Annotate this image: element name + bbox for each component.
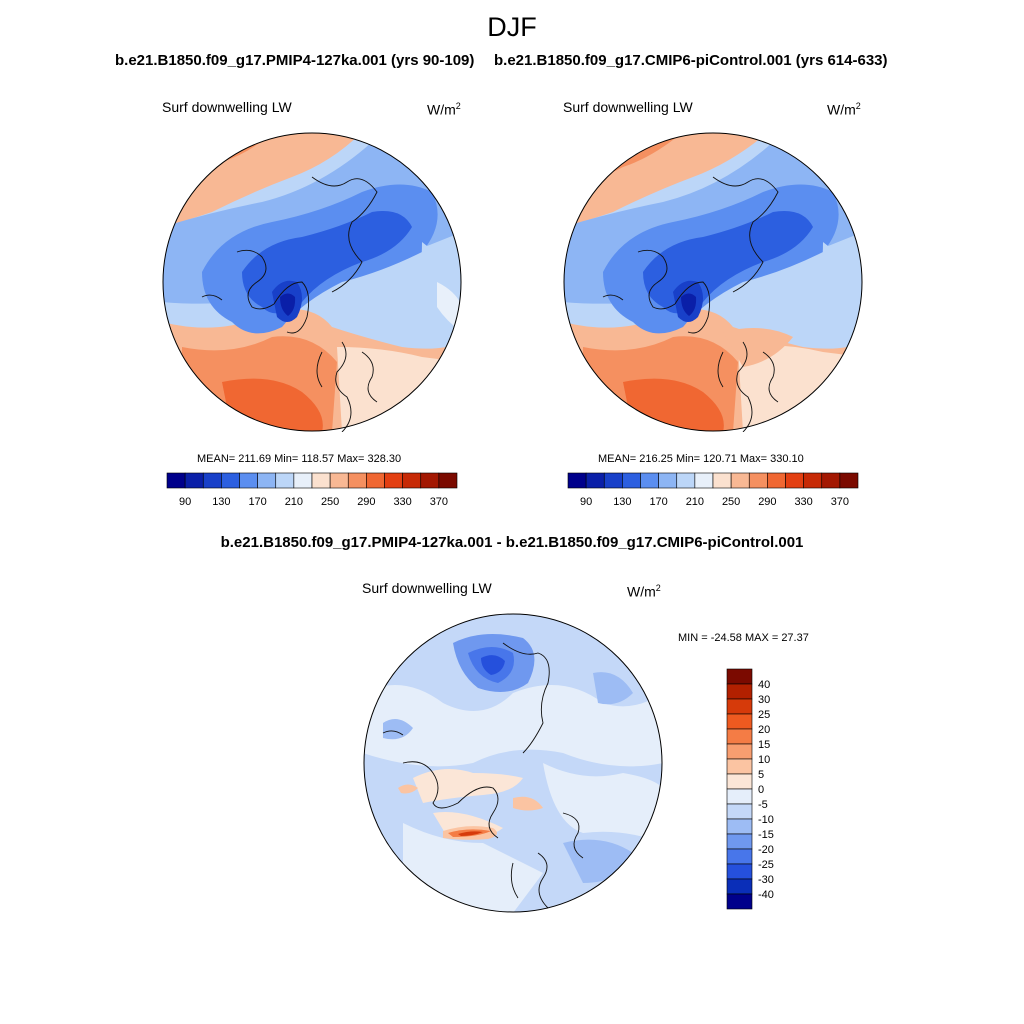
panel-3-difference-map — [363, 613, 663, 913]
colorbar-swatch — [726, 788, 753, 805]
colorbar-tick-label: 30 — [758, 694, 770, 706]
colorbar-tick-label: 15 — [758, 739, 770, 751]
colorbar-tick-label: 40 — [758, 679, 770, 691]
colorbar-tick-label: 290 — [357, 496, 375, 508]
colorbar-swatch — [726, 698, 753, 715]
colorbar-swatch — [839, 472, 859, 489]
panel-2-variable-label: Surf downwelling LW — [563, 99, 693, 115]
colorbar-swatch — [384, 472, 403, 489]
panel-3-units: W/m2 — [627, 583, 661, 600]
colorbar-swatch — [803, 472, 823, 489]
panel-2-case-title: b.e21.B1850.f09_g17.CMIP6-piControl.001 … — [494, 52, 888, 69]
colorbar-swatch — [585, 472, 605, 489]
colorbar-swatch — [366, 472, 385, 489]
colorbar-swatch — [567, 472, 587, 489]
panel-2-polar-map — [563, 132, 863, 432]
figure-title: DJF — [487, 12, 537, 42]
colorbar-swatch — [726, 848, 753, 865]
colorbar-swatch — [658, 472, 678, 489]
panel-3-variable-label: Surf downwelling LW — [362, 580, 492, 596]
colorbar-swatch — [622, 472, 641, 489]
colorbar-swatch — [202, 472, 222, 489]
colorbar-swatch — [726, 833, 753, 850]
panel-1-case-title: b.e21.B1850.f09_g17.PMIP4-127ka.001 (yrs… — [115, 52, 475, 69]
colorbar-swatch — [676, 472, 696, 489]
colorbar-swatch — [239, 472, 258, 489]
difference-title: b.e21.B1850.f09_g17.PMIP4-127ka.001 - b.… — [220, 534, 804, 551]
colorbar-swatch — [726, 728, 753, 745]
colorbar-tick-label: -10 — [758, 814, 774, 826]
colorbar-swatch — [767, 472, 786, 489]
colorbar-tick-label: 10 — [758, 754, 770, 766]
colorbar-tick-label: 130 — [212, 496, 230, 508]
colorbar-swatch — [347, 472, 367, 489]
colorbar-tick-label: 250 — [722, 496, 740, 508]
colorbar-tick-label: -30 — [758, 874, 774, 886]
colorbar-swatch — [726, 743, 753, 760]
colorbar-tick-label: 370 — [831, 496, 849, 508]
colorbar-swatch — [694, 472, 714, 489]
colorbar-swatch — [726, 773, 753, 790]
panel-1-colorbar: 90 130 170 210 250 290 330 370 — [166, 472, 458, 508]
colorbar-swatch — [311, 472, 331, 489]
colorbar-swatch — [726, 713, 753, 730]
colorbar-swatch — [184, 472, 204, 489]
panel-1-polar-map — [162, 132, 462, 432]
colorbar-swatch — [726, 758, 753, 775]
colorbar-swatch — [726, 863, 753, 880]
colorbar-tick-label: 290 — [758, 496, 776, 508]
colorbar-swatch — [726, 893, 753, 910]
colorbar-tick-label: -20 — [758, 844, 774, 856]
panel-2-stats: MEAN= 216.25 Min= 120.71 Max= 330.10 — [598, 453, 804, 465]
panel-1-stats: MEAN= 211.69 Min= 118.57 Max= 328.30 — [197, 453, 402, 465]
colorbar-tick-label: 90 — [179, 496, 191, 508]
colorbar-tick-label: 170 — [649, 496, 667, 508]
colorbar-swatch — [420, 472, 440, 489]
colorbar-swatch — [640, 472, 659, 489]
colorbar-tick-label: 0 — [758, 784, 764, 796]
colorbar-swatch — [785, 472, 804, 489]
colorbar-swatch — [221, 472, 240, 489]
colorbar-swatch — [726, 803, 753, 820]
colorbar-swatch — [726, 818, 753, 835]
difference-colorbar: 40 30 25 20 15 10 5 0 -5 -10 -15 -20 -25 -30 -40 — [726, 668, 774, 910]
colorbar-swatch — [712, 472, 732, 489]
colorbar-tick-label: 210 — [285, 496, 303, 508]
colorbar-swatch — [748, 472, 768, 489]
panel-3-stats: MIN = -24.58 MAX = 27.37 — [678, 632, 809, 644]
colorbar-tick-label: 370 — [430, 496, 448, 508]
colorbar-swatch — [438, 472, 458, 489]
colorbar-swatch — [726, 878, 753, 895]
colorbar-tick-label: 25 — [758, 709, 770, 721]
colorbar-tick-label: -25 — [758, 859, 774, 871]
panel-2-units: W/m2 — [827, 101, 861, 118]
panel-1-units: W/m2 — [427, 101, 461, 118]
colorbar-swatch — [257, 472, 277, 489]
colorbar-swatch — [726, 683, 753, 700]
colorbar-swatch — [821, 472, 841, 489]
colorbar-tick-label: 130 — [613, 496, 631, 508]
colorbar-swatch — [726, 668, 753, 685]
colorbar-swatch — [293, 472, 313, 489]
colorbar-tick-label: 250 — [321, 496, 339, 508]
colorbar-tick-label: 330 — [393, 496, 411, 508]
colorbar-tick-label: 20 — [758, 724, 770, 736]
colorbar-tick-label: 170 — [248, 496, 266, 508]
colorbar-swatch — [166, 472, 186, 489]
colorbar-swatch — [275, 472, 295, 489]
colorbar-tick-label: -5 — [758, 799, 768, 811]
panel-2-colorbar: 90 130 170 210 250 290 330 370 — [567, 472, 859, 508]
colorbar-tick-label: -40 — [758, 889, 774, 901]
colorbar-tick-label: 210 — [686, 496, 704, 508]
colorbar-swatch — [603, 472, 623, 489]
colorbar-swatch — [730, 472, 750, 489]
colorbar-tick-label: 5 — [758, 769, 764, 781]
colorbar-tick-label: 90 — [580, 496, 592, 508]
colorbar-swatch — [402, 472, 422, 489]
colorbar-tick-label: -15 — [758, 829, 774, 841]
colorbar-swatch — [329, 472, 349, 489]
panel-1-variable-label: Surf downwelling LW — [162, 99, 292, 115]
colorbar-tick-label: 330 — [794, 496, 812, 508]
